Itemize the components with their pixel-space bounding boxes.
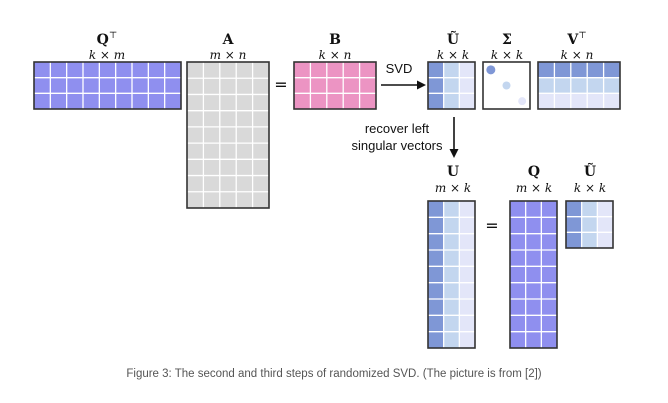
matrix-column-fill — [459, 62, 475, 109]
matrix-row-fill — [538, 62, 620, 78]
matrix-sigma — [482, 61, 531, 110]
matrix-column-fill — [597, 201, 613, 248]
matrix-border — [186, 61, 270, 209]
matrix-border — [537, 61, 621, 110]
singular-value-dot — [502, 81, 511, 90]
matrix-label-sigma: Σ — [502, 32, 512, 48]
matrix-dims-vt: k × n — [561, 48, 594, 62]
matrix-u — [427, 200, 476, 349]
matrix-background — [294, 62, 376, 109]
matrix-label-q: Q — [528, 164, 540, 180]
matrix-dims-sigma: k × k — [491, 48, 523, 62]
matrix-label-u: U — [447, 164, 459, 180]
matrix-label-a: A — [222, 32, 235, 48]
matrix-label-qt-top: Q⊤ — [97, 31, 118, 48]
matrix-dims-u: m × k — [435, 181, 471, 195]
matrix-dims-b: k × n — [319, 48, 352, 62]
matrix-row-fill — [538, 77, 620, 94]
matrix-border — [427, 200, 476, 349]
matrix-dims-qt-top: k × m — [89, 48, 125, 62]
matrix-column-fill — [459, 201, 475, 348]
equals-sign-top: = — [274, 75, 287, 94]
matrix-a — [186, 61, 270, 209]
matrix-background — [187, 62, 269, 208]
matrix-ut-top — [427, 61, 476, 110]
randomized-svd-diagram: Q⊤ k × m A m × n B k × n Ũ k × k Σ k × k… — [33, 29, 621, 349]
matrix-row-fill — [538, 93, 620, 109]
svd-arrow-icon — [381, 80, 426, 90]
matrix-column-fill — [581, 201, 598, 248]
recover-arrow-icon — [449, 117, 459, 158]
matrix-background — [510, 201, 557, 348]
matrix-column-fill — [428, 62, 444, 109]
matrix-column-fill — [566, 201, 582, 248]
matrix-column-fill — [443, 62, 460, 109]
matrix-label-ut-top: Ũ — [447, 29, 459, 48]
matrix-background — [34, 62, 181, 109]
matrix-border — [33, 61, 182, 110]
matrix-q — [509, 200, 558, 349]
matrix-b — [293, 61, 377, 110]
matrix-qt-top — [33, 61, 182, 110]
matrix-ut-bottom — [565, 200, 614, 249]
matrix-border — [482, 61, 531, 110]
matrix-dims-q: m × k — [516, 181, 552, 195]
equals-sign-bottom: = — [485, 216, 498, 235]
matrix-dims-a: m × n — [210, 48, 247, 62]
singular-value-dot — [518, 97, 527, 106]
matrix-dims-ut-top: k × k — [437, 48, 469, 62]
matrix-vt — [537, 61, 621, 110]
singular-value-dot — [486, 65, 496, 75]
matrix-border — [427, 61, 476, 110]
matrix-label-ut-bottom: Ũ — [584, 161, 596, 180]
matrix-dims-ut-bottom: k × k — [574, 181, 606, 195]
svd-label: SVD — [386, 61, 413, 76]
matrix-label-vt: V⊤ — [566, 31, 586, 48]
matrix-border — [565, 200, 614, 249]
matrix-column-fill — [443, 201, 460, 348]
matrix-border — [509, 200, 558, 349]
matrix-column-fill — [428, 201, 444, 348]
recover-label-line2: singular vectors — [351, 138, 443, 153]
matrix-border — [293, 61, 377, 110]
figure-caption: Figure 3: The second and third steps of … — [126, 368, 542, 380]
recover-label-line1: recover left — [365, 121, 430, 136]
matrix-label-b: B — [329, 32, 341, 48]
